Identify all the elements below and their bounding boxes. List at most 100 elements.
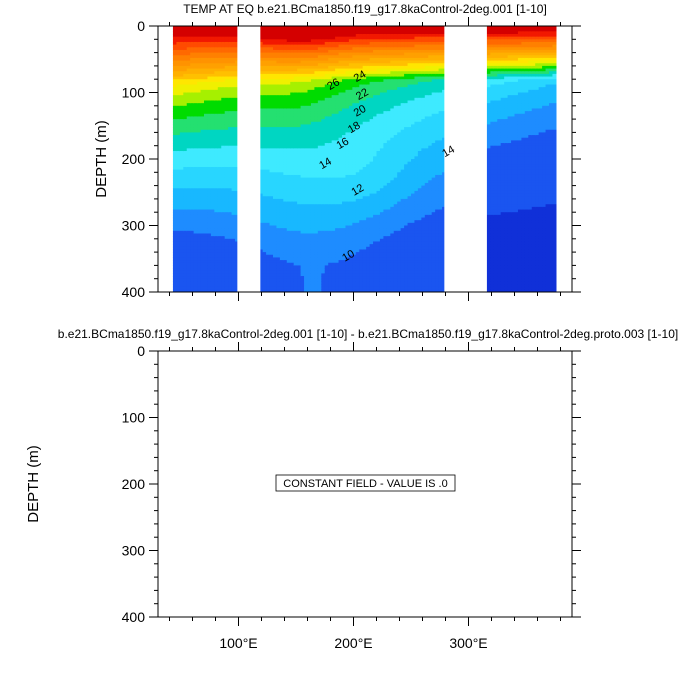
contour-cell bbox=[266, 145, 271, 149]
contour-cell bbox=[224, 49, 229, 54]
contour-cell bbox=[310, 33, 315, 38]
contour-cell bbox=[217, 209, 222, 213]
contour-cell bbox=[204, 55, 209, 59]
contour-cell bbox=[290, 249, 295, 253]
contour-cell bbox=[310, 132, 315, 136]
contour-cell bbox=[183, 209, 188, 213]
contour-cell bbox=[207, 217, 212, 221]
contour-cell bbox=[324, 44, 329, 48]
contour-cell bbox=[235, 164, 240, 168]
contour-cell bbox=[183, 137, 188, 141]
contour-cell bbox=[331, 236, 336, 240]
contour-cell bbox=[269, 201, 274, 205]
contour-cell bbox=[310, 127, 315, 131]
contour-cell bbox=[283, 124, 288, 128]
contour-cell bbox=[200, 84, 205, 88]
contour-cell bbox=[207, 249, 212, 253]
contour-cell bbox=[273, 230, 278, 235]
contour-cell bbox=[276, 289, 281, 292]
contour-cell bbox=[214, 108, 219, 112]
contour-cell bbox=[324, 204, 329, 208]
contour-cell bbox=[338, 71, 343, 75]
contour-cell bbox=[335, 159, 340, 163]
contour-cell bbox=[197, 230, 202, 235]
contour-cell bbox=[307, 135, 312, 139]
contour-cell bbox=[200, 124, 205, 128]
contour-cell bbox=[310, 129, 315, 133]
contour-cell bbox=[210, 230, 215, 235]
contour-cell bbox=[276, 252, 281, 256]
contour-cell bbox=[276, 172, 281, 176]
contour-cell bbox=[266, 281, 271, 285]
contour-cell bbox=[293, 214, 298, 219]
contour-cell bbox=[273, 97, 278, 102]
contour-cell bbox=[228, 198, 233, 203]
contour-cell bbox=[317, 81, 322, 86]
contour-cell bbox=[193, 190, 198, 195]
contour-cell bbox=[300, 262, 305, 266]
contour-cell bbox=[321, 129, 326, 133]
contour-cell bbox=[342, 116, 347, 120]
contour-cell bbox=[176, 172, 181, 176]
contour-cell bbox=[221, 174, 226, 179]
contour-cell bbox=[328, 100, 333, 104]
contour-cell bbox=[224, 281, 229, 285]
contour-cell bbox=[269, 182, 274, 187]
contour-cell bbox=[217, 151, 222, 155]
contour-cell bbox=[328, 49, 333, 54]
contour-cell bbox=[197, 238, 202, 243]
contour-cell bbox=[290, 276, 295, 280]
contour-cell bbox=[197, 209, 202, 213]
contour-cell bbox=[328, 143, 333, 147]
contour-cell bbox=[293, 26, 298, 30]
contour-cell bbox=[276, 145, 281, 149]
contour-cell bbox=[221, 241, 226, 245]
contour-cell bbox=[283, 233, 288, 237]
contour-cell bbox=[328, 36, 333, 40]
contour-cell bbox=[262, 286, 267, 290]
contour-cell bbox=[204, 177, 209, 181]
contour-cell bbox=[324, 129, 329, 133]
contour-cell bbox=[221, 188, 226, 192]
contour-cell bbox=[300, 145, 305, 149]
contour-cell bbox=[210, 188, 215, 192]
contour-cell bbox=[297, 108, 302, 112]
contour-cell bbox=[310, 26, 315, 30]
contour-cell bbox=[231, 281, 236, 285]
contour-cell bbox=[273, 52, 278, 56]
contour-cell bbox=[204, 129, 209, 133]
contour-cell bbox=[293, 252, 298, 256]
contour-cell bbox=[338, 26, 343, 30]
contour-cell bbox=[269, 28, 274, 32]
contour-cell bbox=[217, 73, 222, 78]
contour-cell bbox=[276, 33, 281, 38]
contour-cell bbox=[231, 95, 236, 99]
contour-cell bbox=[304, 289, 309, 292]
contour-cell bbox=[286, 26, 291, 30]
contour-cell bbox=[235, 65, 240, 70]
contour-cell bbox=[273, 132, 278, 136]
contour-cell bbox=[266, 84, 271, 88]
contour-cell bbox=[286, 105, 291, 110]
contour-cell bbox=[193, 217, 198, 221]
contour-cell bbox=[314, 169, 319, 173]
contour-cell bbox=[310, 217, 315, 221]
contour-cell bbox=[224, 159, 229, 163]
contour-cell bbox=[193, 196, 198, 200]
contour-cell bbox=[331, 116, 336, 120]
contour-cell bbox=[179, 33, 184, 38]
contour-cell bbox=[214, 212, 219, 216]
contour-cell bbox=[290, 190, 295, 195]
contour-cell bbox=[276, 159, 281, 163]
contour-cell bbox=[231, 161, 236, 165]
contour-cell bbox=[290, 49, 295, 54]
contour-cell bbox=[259, 185, 264, 189]
contour-cell bbox=[259, 148, 264, 152]
contour-cell bbox=[283, 276, 288, 280]
contour-cell bbox=[279, 79, 284, 83]
contour-cell bbox=[324, 97, 329, 102]
contour-cell bbox=[179, 87, 184, 91]
contour-cell bbox=[221, 145, 226, 149]
contour-cell bbox=[179, 238, 184, 243]
contour-cell bbox=[317, 151, 322, 155]
